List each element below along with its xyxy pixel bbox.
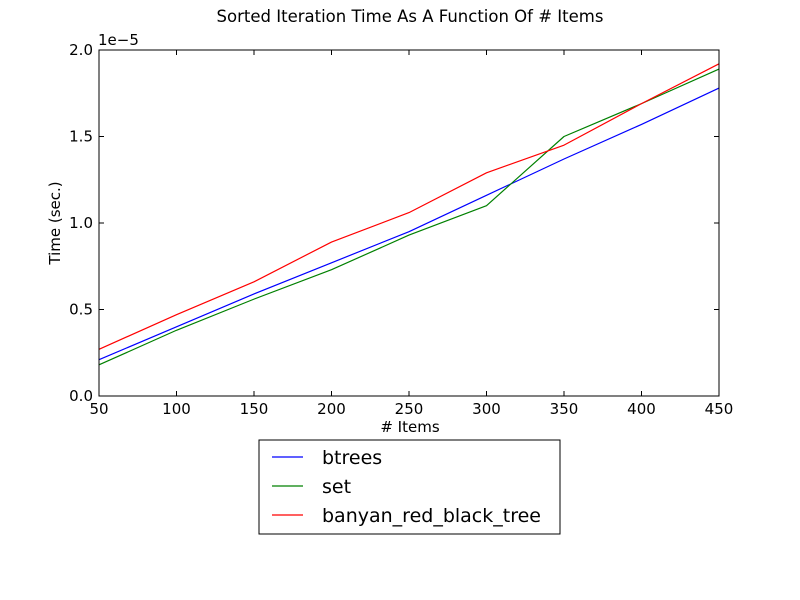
y-tick-label: 1.0 bbox=[69, 214, 93, 232]
series-line-set bbox=[98, 68, 720, 366]
legend: btrees set banyan_red_black_tree bbox=[258, 439, 561, 535]
x-tick-label: 350 bbox=[550, 400, 579, 418]
x-tick-label: 400 bbox=[627, 400, 656, 418]
y-tick-label: 1.5 bbox=[69, 128, 93, 146]
plot-frame bbox=[98, 49, 720, 397]
legend-label-banyan_red_black_tree: banyan_red_black_tree bbox=[322, 505, 541, 527]
x-tick-label: 450 bbox=[705, 400, 734, 418]
y-tick-label: 0.0 bbox=[69, 387, 93, 405]
series-line-btrees bbox=[98, 87, 720, 361]
y-tick-label: 2.0 bbox=[69, 41, 93, 59]
legend-box bbox=[258, 439, 561, 535]
x-tick-label: 300 bbox=[472, 400, 501, 418]
legend-label-set: set bbox=[322, 476, 351, 498]
x-tick-label: 100 bbox=[162, 400, 191, 418]
x-axis-label: # Items bbox=[380, 418, 439, 436]
y-axis-label: Time (sec.) bbox=[46, 181, 64, 265]
y-axis: 0.0 0.5 1.0 1.5 2.0 bbox=[69, 41, 719, 405]
y-scale-label: 1e−5 bbox=[98, 31, 139, 49]
x-axis: 50 100 150 200 250 300 350 400 450 bbox=[89, 50, 733, 418]
chart-title: Sorted Iteration Time As A Function Of #… bbox=[217, 7, 604, 26]
y-tick-label: 0.5 bbox=[69, 301, 93, 319]
plot-area bbox=[98, 63, 720, 366]
x-tick-label: 150 bbox=[240, 400, 269, 418]
x-tick-label: 200 bbox=[317, 400, 346, 418]
x-tick-label: 250 bbox=[395, 400, 424, 418]
x-tick-label: 50 bbox=[89, 400, 108, 418]
series-line-banyan_red_black_tree bbox=[98, 63, 720, 350]
legend-label-btrees: btrees bbox=[322, 447, 382, 469]
